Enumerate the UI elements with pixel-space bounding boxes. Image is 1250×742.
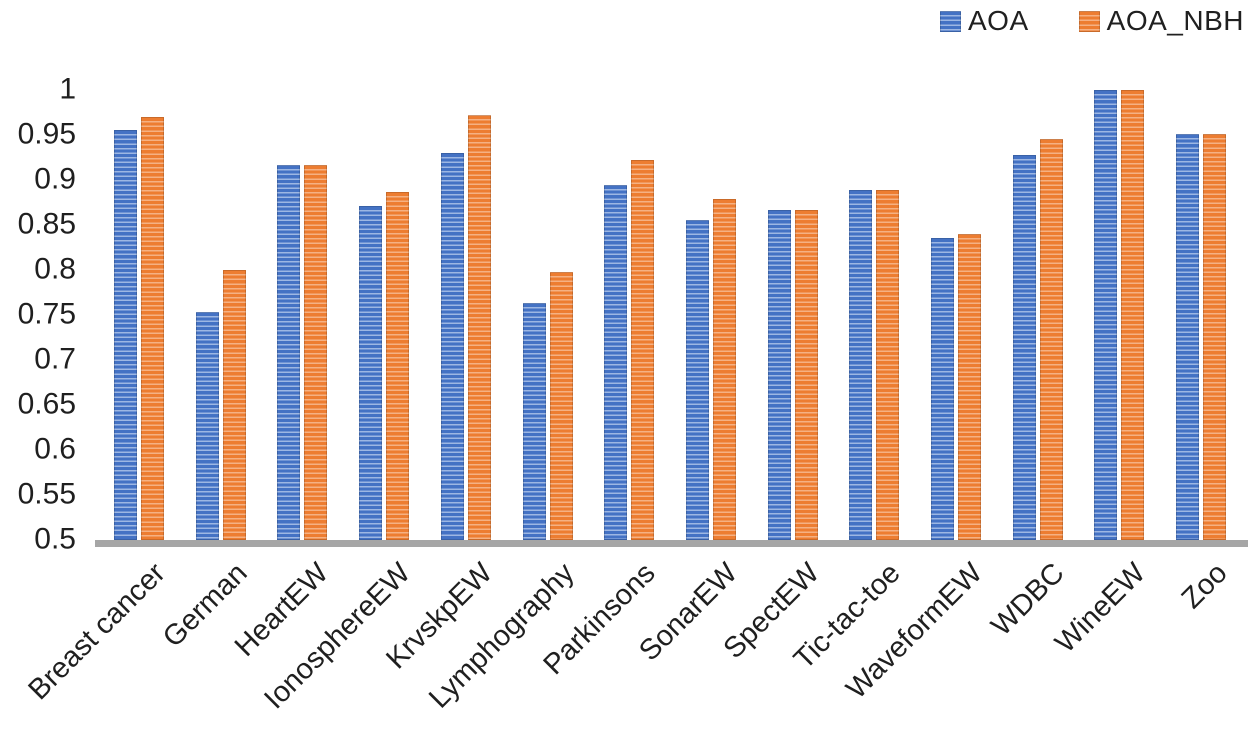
y-tick-label-0-85: 0.85 xyxy=(17,207,76,241)
aoa-nbh-swatch-icon xyxy=(1078,10,1100,32)
bar-aoa-nbh-zoo xyxy=(1203,134,1227,540)
y-tick-label-0-95: 0.95 xyxy=(17,117,76,151)
y-tick-label-0-8: 0.8 xyxy=(34,252,76,286)
bar-aoa-krvskpew xyxy=(440,153,464,540)
bar-aoa-nbh-sonarew xyxy=(712,198,736,540)
bar-aoa-nbh-tic-tac-toe xyxy=(876,189,900,540)
y-tick-label-0-65: 0.65 xyxy=(17,387,76,421)
y-tick-label-0-6: 0.6 xyxy=(34,432,76,466)
x-axis-line xyxy=(95,540,1248,547)
bar-aoa-lymphography xyxy=(522,303,546,540)
y-tick-label-0-5: 0.5 xyxy=(34,522,76,556)
bar-aoa-waveformew xyxy=(931,237,954,540)
chart-legend: AOA AOA_NBH xyxy=(940,5,1244,37)
x-label-zoo: Zoo xyxy=(1175,557,1234,615)
y-tick-label-1: 1 xyxy=(59,72,76,106)
bar-aoa-heartew xyxy=(277,164,301,540)
bar-aoa-sonarew xyxy=(685,219,709,540)
x-label-wineew: WineEW xyxy=(1049,557,1153,660)
x-label-lymphography: Lymphography xyxy=(422,557,581,715)
legend-label-aoa: AOA xyxy=(968,5,1029,36)
legend-item-aoa-nbh: AOA_NBH xyxy=(1078,5,1244,37)
bar-aoa-parkinsons xyxy=(604,184,628,540)
bar-aoa-nbh-lymphography xyxy=(549,271,573,540)
bar-aoa-nbh-spectew xyxy=(794,209,818,540)
bar-aoa-wdbc xyxy=(1012,154,1036,540)
bar-aoa-wineew xyxy=(1094,90,1118,540)
legend-item-aoa: AOA xyxy=(940,5,1029,37)
y-tick-label-0-7: 0.7 xyxy=(34,342,76,376)
bar-aoa-nbh-waveformew xyxy=(958,234,981,540)
y-tick-label-0-9: 0.9 xyxy=(34,162,76,196)
bar-aoa-breast-cancer xyxy=(114,129,137,540)
bar-aoa-nbh-wdbc xyxy=(1039,138,1063,540)
bar-aoa-nbh-wineew xyxy=(1121,90,1145,540)
aoa-swatch-icon xyxy=(940,10,961,32)
bar-aoa-spectew xyxy=(767,209,791,540)
x-label-ionosphereew: IonosphereEW xyxy=(258,557,417,716)
bar-aoa-german xyxy=(195,312,219,540)
bar-aoa-tic-tac-toe xyxy=(849,189,873,540)
bar-aoa-nbh-german xyxy=(222,270,246,540)
bar-aoa-nbh-ionosphereew xyxy=(386,191,410,540)
y-tick-label-0-75: 0.75 xyxy=(17,297,76,331)
y-tick-label-0-55: 0.55 xyxy=(17,477,76,511)
bar-aoa-nbh-krvskpew xyxy=(467,115,491,540)
bar-aoa-zoo xyxy=(1176,134,1200,540)
bar-aoa-nbh-breast-cancer xyxy=(141,117,164,540)
x-label-breast-cancer: Breast cancer xyxy=(22,557,172,707)
bar-aoa-nbh-parkinsons xyxy=(631,160,655,540)
bar-aoa-nbh-heartew xyxy=(304,164,328,540)
bar-aoa-ionosphereew xyxy=(359,206,383,540)
legend-label-aoa-nbh: AOA_NBH xyxy=(1106,5,1244,36)
